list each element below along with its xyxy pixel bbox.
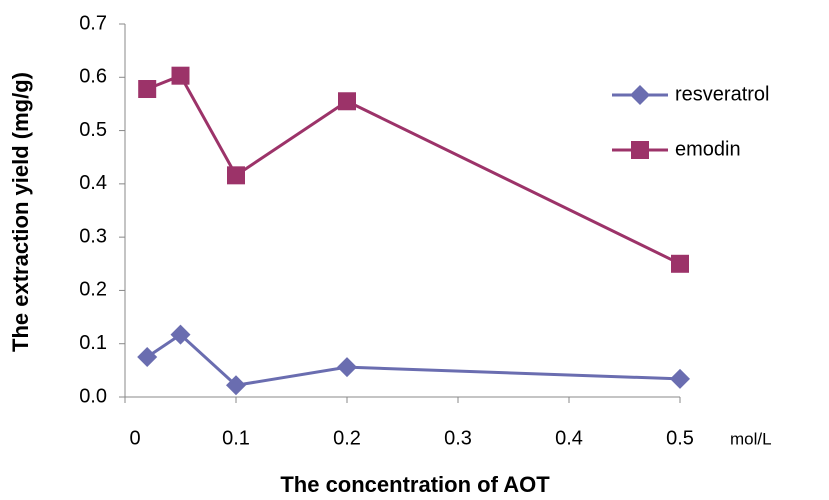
data-point [670,368,690,389]
y-tick-label: 0.5 [79,119,107,141]
y-tick-label: 0.3 [79,225,107,247]
data-point [337,357,357,378]
data-point [171,66,190,85]
x-tick-label: 0.4 [555,427,583,449]
data-point [170,324,191,345]
legend-marker [630,85,650,105]
x-tick-label: 0.2 [333,427,361,449]
x-tick-label: 0.3 [444,427,472,449]
legend-label: resveratrol [675,83,769,105]
y-tick-label: 0.4 [79,172,107,194]
y-tick-label: 0.2 [79,279,107,301]
legend-marker [631,141,649,159]
data-point [138,80,157,99]
y-tick-label: 0.1 [79,332,107,354]
x-unit: mol/L [730,429,772,448]
data-point [137,347,158,368]
x-tick-label: 0.5 [666,427,694,449]
x-tick-label: 0.1 [222,427,250,449]
x-tick-label: 0 [129,427,140,449]
data-point [671,254,689,273]
data-point [338,92,356,111]
y-axis-title: The extraction yield (mg/g) [8,72,33,352]
y-tick-label: 0.7 [79,12,107,34]
x-axis-title: The concentration of AOT [280,472,550,497]
y-tick-label: 0.0 [79,385,107,407]
series-line [146,332,681,387]
legend-label: emodin [675,138,741,160]
data-point [227,166,245,185]
data-point [226,375,246,396]
y-tick-label: 0.6 [79,66,107,88]
